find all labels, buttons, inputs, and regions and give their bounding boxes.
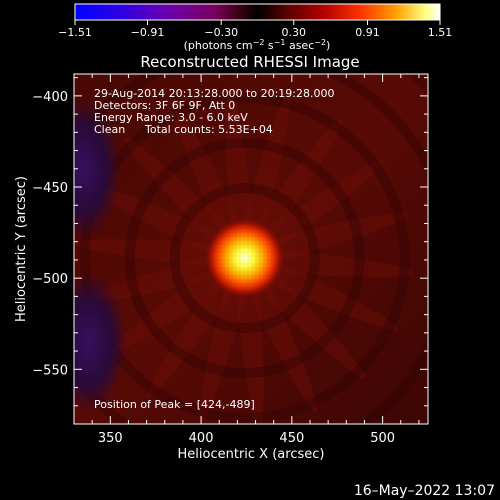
y-tick-labels: −400 −450 −500 −550 bbox=[32, 90, 68, 378]
colorbar-tick-label: 0.91 bbox=[355, 26, 380, 39]
y-tick-label: −400 bbox=[32, 90, 68, 105]
annotation-method: Clean bbox=[94, 123, 125, 136]
colorbar-tick-label: 0.30 bbox=[282, 26, 307, 39]
annotation-peak: Position of Peak = [424,-489] bbox=[94, 398, 255, 411]
x-axis-label: Heliocentric X (arcsec) bbox=[178, 447, 325, 462]
heatmap-image bbox=[74, 74, 428, 424]
colorbar-gradient bbox=[74, 3, 441, 21]
colorbar-tick-label: −1.51 bbox=[58, 26, 92, 39]
annotation-detectors: Detectors: 3F 6F 9F, Att 0 bbox=[94, 99, 235, 112]
x-tick-label: 500 bbox=[370, 431, 395, 446]
y-tick-label: −450 bbox=[32, 181, 68, 196]
x-tick-label: 450 bbox=[279, 431, 304, 446]
colorbar-tick-label: −0.30 bbox=[204, 26, 238, 39]
annotations: 29-Aug-2014 20:13:28.000 to 20:19:28.000… bbox=[94, 87, 335, 411]
annotation-counts: Total counts: 5.53E+04 bbox=[144, 123, 273, 136]
x-tick-labels: 350 400 450 500 bbox=[98, 431, 395, 446]
annotation-energy: Energy Range: 3.0 - 6.0 keV bbox=[94, 111, 248, 124]
y-axis-label: Heliocentric Y (arcsec) bbox=[14, 176, 29, 322]
colorbar-tick-label: 1.51 bbox=[428, 26, 453, 39]
plot-frame bbox=[73, 73, 429, 425]
y-tick-label: −550 bbox=[32, 363, 68, 378]
y-tick-label: −500 bbox=[32, 272, 68, 287]
colorbar-units: (photons cm−2 s−1 asec−2) bbox=[184, 38, 331, 52]
x-tick-label: 350 bbox=[98, 431, 123, 446]
date-stamp: 16–May–2022 13:07 bbox=[354, 483, 495, 499]
colorbar: −1.51 −0.91 −0.30 0.30 0.91 1.51 (photons cm−… bbox=[58, 3, 453, 52]
colorbar-tick-label: −0.91 bbox=[131, 26, 165, 39]
annotation-time-range: 29-Aug-2014 20:13:28.000 to 20:19:28.000 bbox=[94, 87, 335, 100]
x-tick-label: 400 bbox=[189, 431, 214, 446]
chart-title: Reconstructed RHESSI Image bbox=[140, 53, 359, 71]
axis-ticks bbox=[74, 74, 428, 424]
